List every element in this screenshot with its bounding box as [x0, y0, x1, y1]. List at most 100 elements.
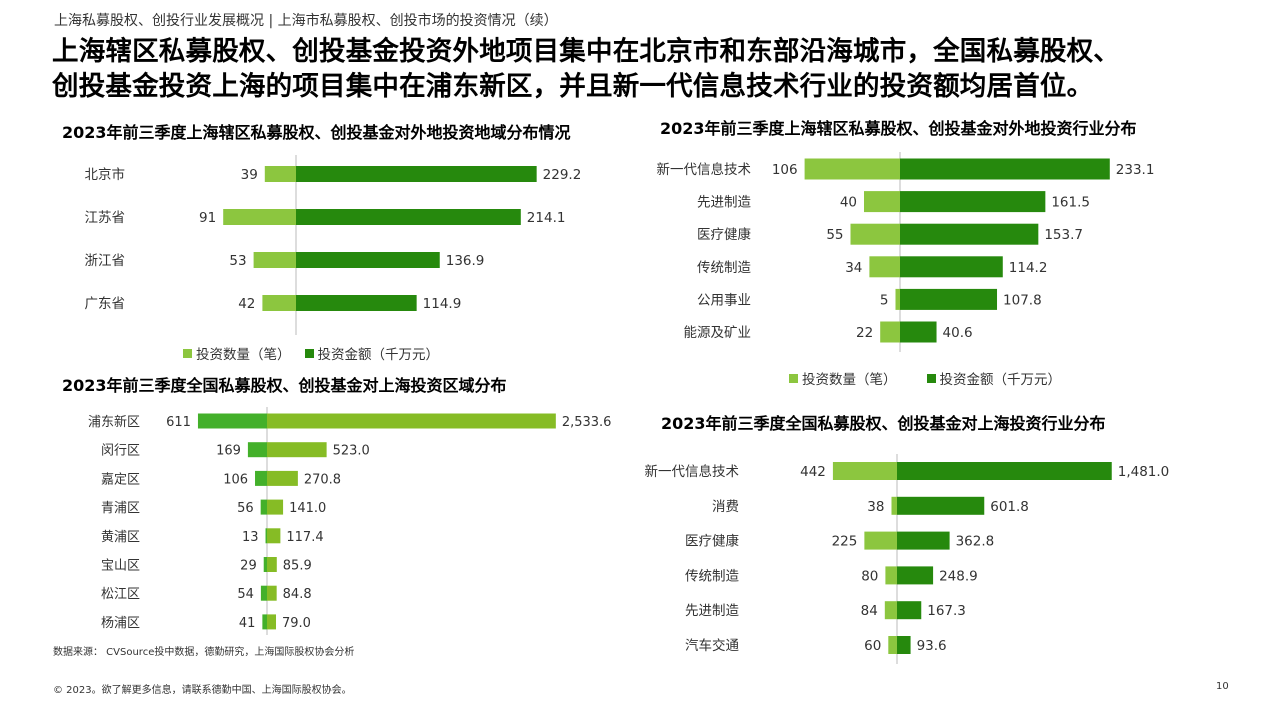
legend-label-count: 投资数量（笔） — [196, 347, 291, 363]
c1-data-label-amount: 229.2 — [543, 167, 582, 183]
c4-data-label-amount: 167.3 — [927, 603, 966, 619]
c1-bar-amount — [296, 295, 417, 311]
c3-data-label-count: 106 — [223, 472, 248, 487]
c4-bar-amount — [897, 462, 1112, 480]
chart-title-district-inbound: 2023年前三季度全国私募股权、创投基金对上海投资区域分布 — [62, 376, 507, 395]
c3-data-label-count: 54 — [237, 587, 254, 602]
c2-bar-amount — [900, 191, 1046, 213]
c3-data-label-count: 169 — [216, 444, 241, 459]
legend-item-amount: 投资金额（千万元） — [304, 343, 440, 363]
c3-data-label-amount: 523.0 — [333, 444, 370, 459]
c4-category-label: 消费 — [712, 499, 739, 515]
c3-bar-count — [255, 470, 267, 486]
c1-bar-count — [223, 209, 296, 225]
c2-category-label: 医疗健康 — [697, 226, 751, 243]
c4-data-label-count: 84 — [861, 603, 878, 619]
c3-data-label-amount: 2,533.6 — [562, 415, 612, 430]
c2-bar-count — [804, 158, 900, 180]
c3-bar-count — [260, 499, 267, 515]
c4-category-label: 先进制造 — [685, 603, 739, 619]
breadcrumb: 上海私募股权、创投行业发展概况 | 上海市私募股权、创投市场的投资情况（续） — [54, 13, 558, 29]
c3-bar-count — [263, 557, 267, 572]
c3-category-label: 宝山区 — [101, 559, 140, 574]
c4-bar-count — [864, 531, 897, 550]
c1-data-label-count: 42 — [238, 296, 255, 312]
c2-data-label-amount: 114.2 — [1009, 260, 1048, 276]
c4-bar-count — [891, 496, 897, 515]
c2-bar-amount — [900, 158, 1110, 180]
c2-bar-count — [869, 256, 900, 278]
c1-data-label-amount: 136.9 — [446, 253, 485, 269]
legend-item-count-2: 投资数量（笔） — [789, 368, 897, 388]
c1-bar-amount — [296, 252, 440, 268]
c4-data-label-count: 38 — [867, 499, 884, 515]
c4-data-label-amount: 1,481.0 — [1118, 464, 1170, 480]
chart-title-industry-outbound: 2023年前三季度上海辖区私募股权、创投基金对外地投资行业分布 — [660, 119, 1137, 138]
c4-data-label-count: 442 — [800, 464, 826, 480]
c1-bar-count — [264, 166, 296, 182]
c3-bar-amount — [267, 528, 281, 544]
page-title-line-1: 上海辖区私募股权、创投基金投资外地项目集中在北京市和东部沿海城市，全国私募股权、 — [52, 36, 1120, 67]
c2-data-label-amount: 107.8 — [1003, 292, 1042, 308]
c2-data-label-amount: 153.7 — [1044, 227, 1083, 243]
legend-swatch-amount — [304, 348, 314, 358]
c1-category-label: 北京市 — [85, 166, 126, 183]
c2-bar-count — [850, 223, 900, 245]
c2-category-label: 新一代信息技术 — [657, 161, 752, 178]
chart-title-industry-inbound: 2023年前三季度全国私募股权、创投基金对上海投资行业分布 — [661, 414, 1106, 433]
legend-swatch-count-2 — [789, 373, 798, 383]
c2-bar-amount — [900, 288, 998, 310]
legend-label-amount: 投资金额（千万元） — [317, 347, 440, 363]
c1-bar-amount — [296, 209, 521, 225]
c3-data-label-count: 13 — [242, 530, 259, 545]
c3-data-label-count: 29 — [240, 559, 257, 574]
legend-swatch-count — [183, 348, 192, 358]
c3-bar-amount — [267, 557, 277, 572]
c1-category-label: 广东省 — [85, 296, 126, 312]
c4-bar-count — [885, 566, 897, 585]
c3-category-label: 闵行区 — [101, 444, 140, 459]
page-title-line-2: 创投基金投资上海的项目集中在浦东新区，并且新一代信息技术行业的投资额均居首位。 — [52, 71, 1094, 102]
c2-bar-amount — [900, 256, 1003, 278]
c3-category-label: 青浦区 — [101, 501, 140, 516]
page-number: 10 — [1216, 681, 1229, 692]
c3-bar-count — [197, 413, 267, 429]
c2-data-label-amount: 233.1 — [1116, 162, 1155, 178]
c3-bar-amount — [267, 614, 277, 630]
c3-category-label: 黄浦区 — [101, 530, 140, 545]
c3-data-label-amount: 141.0 — [289, 501, 326, 516]
legend-label-count-2: 投资数量（笔） — [802, 372, 897, 388]
c3-data-label-count: 611 — [166, 415, 191, 430]
c2-data-label-count: 34 — [845, 260, 862, 276]
c3-data-label-amount: 270.8 — [304, 472, 341, 487]
c4-data-label-amount: 93.6 — [917, 638, 947, 654]
c3-category-label: 浦东新区 — [88, 414, 140, 430]
c2-data-label-count: 40 — [840, 195, 857, 211]
chart-title-regional-outbound: 2023年前三季度上海辖区私募股权、创投基金对外地投资地域分布情况 — [62, 123, 571, 142]
c2-bar-amount — [900, 223, 1039, 245]
c4-data-label-count: 80 — [861, 568, 878, 584]
c1-data-label-amount: 114.9 — [423, 296, 462, 312]
data-source-note: 数据来源： CVSource投中数据，德勤研究，上海国际股权协会分析 — [53, 647, 355, 658]
chart-regional-outbound: 北京市 39 229.2 江苏省 91 214.1 浙江省 53 136.9 广东省 42 114.9 — [85, 155, 582, 335]
legend-regional-outbound: 投资数量（笔） 投资金额（千万元） — [183, 343, 439, 363]
c4-data-label-amount: 362.8 — [956, 534, 995, 550]
c3-bar-amount — [267, 585, 277, 601]
chart-industry-outbound: 新一代信息技术 106 233.1 先进制造 40 161.5 医疗健康 55 153.7 传统制… — [657, 152, 1155, 352]
legend-item-count: 投资数量（笔） — [183, 343, 291, 363]
c3-bar-amount — [267, 499, 284, 515]
c2-bar-amount — [900, 321, 937, 343]
c2-data-label-amount: 161.5 — [1051, 195, 1090, 211]
c3-data-label-count: 41 — [239, 616, 256, 631]
c2-bar-count — [895, 288, 900, 310]
c4-bar-count — [884, 601, 897, 620]
c4-data-label-amount: 248.9 — [939, 568, 978, 584]
c3-bar-count — [260, 585, 267, 601]
c4-bar-count — [832, 462, 897, 480]
c3-bar-count — [265, 528, 268, 544]
c2-data-label-count: 5 — [880, 292, 889, 308]
c1-category-label: 江苏省 — [85, 210, 126, 226]
c1-bar-count — [262, 295, 296, 311]
c2-category-label: 能源及矿业 — [684, 325, 752, 341]
c3-bar-amount — [267, 413, 556, 429]
